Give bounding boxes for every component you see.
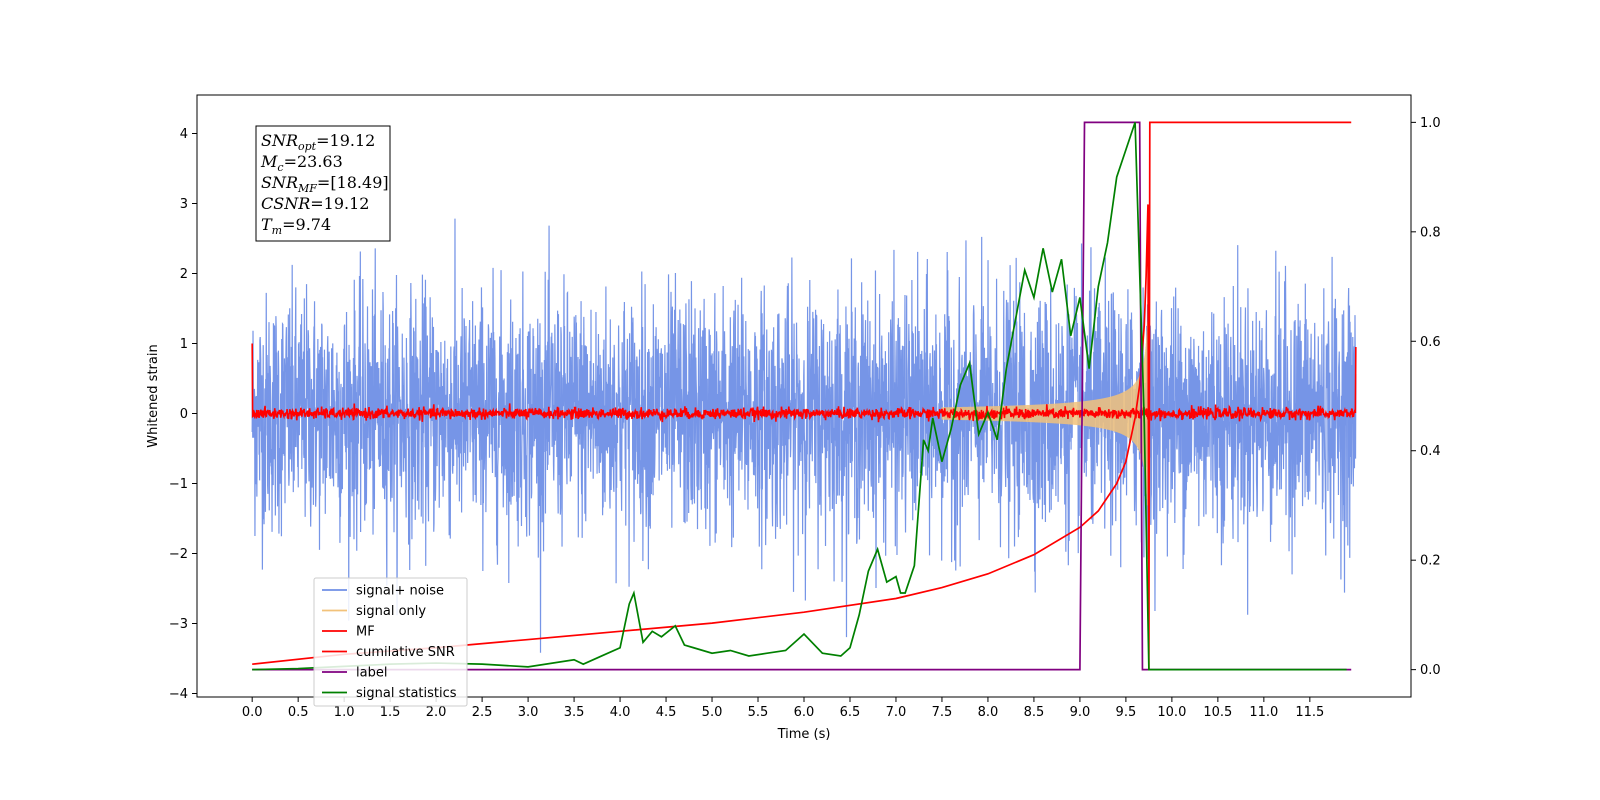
y-left-tick-label: 4 — [180, 127, 188, 142]
x-tick-label: 3.5 — [564, 705, 585, 720]
x-tick-label: 2.0 — [426, 705, 447, 720]
x-tick-label: 1.5 — [380, 705, 401, 720]
legend-label: cumilative SNR — [356, 645, 455, 660]
y-left-tick-label: −4 — [169, 687, 188, 702]
y-right-tick-label: 0.4 — [1420, 444, 1441, 459]
legend-label: label — [356, 666, 387, 681]
annotation-line: CSNR=19.12 — [261, 194, 369, 213]
y-left-tick-label: 1 — [180, 337, 188, 352]
x-tick-label: 0.0 — [242, 705, 263, 720]
annotation-subscript: MF — [297, 182, 317, 195]
annotation-frame — [255, 125, 391, 242]
y-left-tick-label: −1 — [169, 477, 188, 492]
annotation-symbol: M — [260, 152, 278, 171]
y-right-tick-label: 0.8 — [1420, 225, 1441, 240]
x-tick-label: 1.0 — [334, 705, 355, 720]
x-tick-label: 11.5 — [1295, 705, 1324, 720]
y-left-tick-label: 0 — [180, 407, 188, 422]
y-axis-label: Whitened strain — [146, 344, 161, 447]
x-tick-label: 9.5 — [1116, 705, 1137, 720]
x-tick-label: 10.5 — [1203, 705, 1232, 720]
annotation-symbol: SNR — [261, 173, 298, 192]
y-right-tick-label: 0.0 — [1420, 663, 1441, 678]
annotation-line: SNRopt=19.12 — [261, 131, 375, 153]
y-left-tick-label: −3 — [169, 617, 188, 632]
x-tick-label: 4.5 — [656, 705, 677, 720]
mf-series — [251, 343, 1357, 423]
annotation-line: Mc=23.63 — [260, 152, 343, 174]
x-tick-label: 0.5 — [288, 705, 309, 720]
mf-line — [251, 343, 1357, 423]
annotation-value: =19.12 — [316, 131, 375, 150]
x-tick-label: 11.0 — [1249, 705, 1278, 720]
x-tick-label: 5.5 — [748, 705, 769, 720]
annotation-line: SNRMF=[18.49] — [261, 173, 389, 195]
x-tick-label: 5.0 — [702, 705, 723, 720]
x-tick-label: 10.0 — [1157, 705, 1186, 720]
signal-statistics-line — [252, 122, 1347, 671]
legend-label: signal statistics — [356, 686, 457, 701]
legend-label: signal only — [356, 604, 426, 619]
annotation-value: =19.12 — [310, 194, 369, 213]
annotation-value: =23.63 — [284, 152, 343, 171]
x-tick-label: 9.0 — [1070, 705, 1091, 720]
y-left-tick-label: 3 — [180, 197, 188, 212]
y-left-tick-label: 2 — [180, 267, 188, 282]
y-right-tick-label: 0.2 — [1420, 554, 1441, 569]
axes: 0.0 0.5 1.0 1.5 2.0 2.5 3.0 3.5 4.0 4.5 5.0 5.5 6.0 6… — [146, 94, 1441, 742]
annotation-symbol: CSNR — [261, 194, 310, 213]
legend-label: signal+ noise — [356, 584, 444, 599]
x-tick-label: 7.5 — [932, 705, 953, 720]
y-right-tick-label: 0.6 — [1420, 335, 1441, 350]
x-tick-label: 8.0 — [978, 705, 999, 720]
legend-frame — [313, 577, 468, 707]
annotation-symbol: T — [261, 215, 273, 234]
annotation-box: SNRopt=19.12Mc=23.63SNRMF=[18.49]CSNR=19… — [255, 125, 391, 242]
annotation-value: =[18.49] — [317, 173, 389, 192]
annotation-value: =9.74 — [282, 215, 331, 234]
legend: signal+ noise signal only MF cumilative SNR… — [313, 577, 468, 707]
annotation-subscript: m — [272, 224, 282, 237]
annotation-symbol: SNR — [261, 131, 298, 150]
annotation-subscript: opt — [298, 140, 317, 153]
x-tick-label: 2.5 — [472, 705, 493, 720]
x-tick-label: 6.5 — [840, 705, 861, 720]
annotation-subscript: c — [277, 161, 283, 174]
x-tick-label: 3.0 — [518, 705, 539, 720]
x-axis-label: Time (s) — [777, 727, 831, 742]
legend-label: MF — [356, 625, 375, 640]
y-right-tick-label: 1.0 — [1420, 116, 1441, 131]
x-tick-label: 8.5 — [1024, 705, 1045, 720]
x-tick-label: 6.0 — [794, 705, 815, 720]
right-axis-series — [252, 121, 1352, 671]
annotation-line: Tm=9.74 — [261, 215, 331, 237]
x-tick-label: 4.0 — [610, 705, 631, 720]
x-tick-label: 7.0 — [886, 705, 907, 720]
cumilative-snr-line — [252, 121, 1352, 670]
y-left-tick-label: −2 — [169, 547, 188, 562]
